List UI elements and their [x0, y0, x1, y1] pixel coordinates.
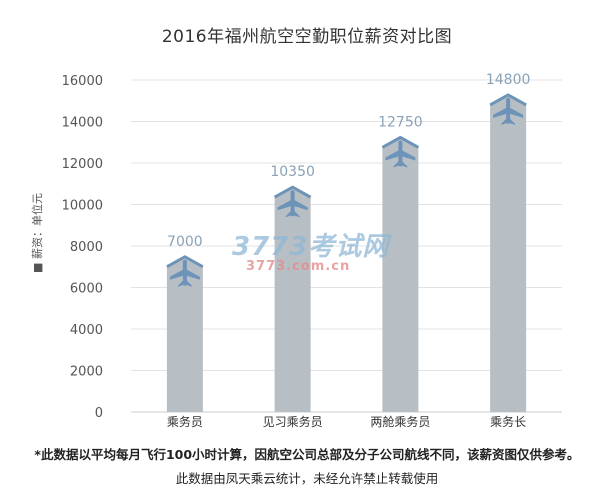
x-tick-label: 乘务长	[490, 414, 526, 429]
airplane-icon	[493, 97, 524, 125]
x-tick-label: 乘务员	[167, 414, 203, 429]
bar	[166, 256, 203, 412]
bar	[490, 94, 527, 413]
y-tick-label: 0	[95, 406, 103, 421]
y-tick-label: 14000	[62, 116, 103, 131]
y-tick-label: 2000	[70, 365, 103, 380]
x-tick-label: 见习乘务员	[263, 414, 323, 429]
x-tick-label: 两舱乘务员	[370, 414, 430, 429]
chart-title: 2016年福州航空空勤职位薪资对比图	[161, 27, 453, 47]
y-tick-label: 8000	[70, 240, 103, 255]
bar-top-edge	[489, 93, 527, 107]
data-label: 12750	[378, 114, 423, 130]
bar	[274, 187, 311, 412]
data-label: 10350	[270, 164, 315, 180]
bar-top-edge	[166, 255, 204, 269]
y-tick-label: 10000	[62, 199, 103, 214]
bar-top-edge	[273, 185, 312, 199]
watermark-text: 3773考试网	[232, 232, 390, 262]
y-tick-label: 4000	[70, 323, 103, 338]
airplane-icon	[277, 190, 308, 218]
data-label: 14800	[486, 72, 531, 88]
watermark-url: 3773.com.cn	[246, 259, 351, 274]
data-label: 7000	[167, 234, 203, 250]
footnote-copyright: 此数据由凤天乘云统计，未经允许禁止转载使用	[175, 471, 439, 486]
bar-top-edge	[381, 135, 420, 149]
airplane-icon	[385, 140, 416, 168]
y-tick-label: 6000	[70, 282, 103, 297]
footnote-disclaimer: *此数据以平均每月飞行100小时计算，因航空公司总部及分子公司航线不同，该薪资图…	[34, 447, 580, 462]
y-tick-label: 12000	[62, 157, 103, 172]
airplane-icon	[169, 259, 200, 287]
bar	[382, 137, 419, 412]
y-tick-label: 16000	[62, 74, 103, 89]
